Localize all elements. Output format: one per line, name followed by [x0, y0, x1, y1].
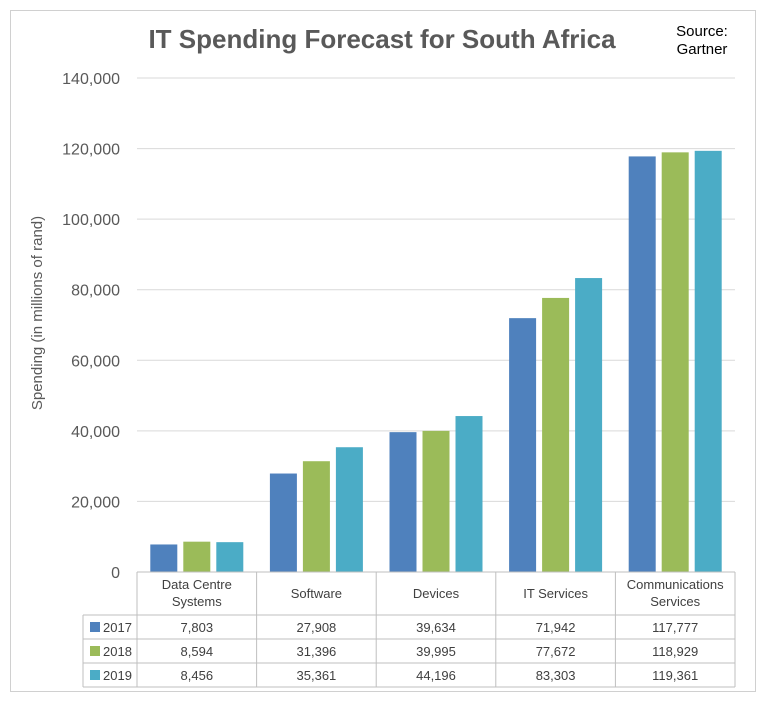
legend-label: 2017 — [103, 620, 132, 635]
bar-2017 — [150, 544, 178, 572]
chart-title: IT Spending Forecast for South Africa — [148, 24, 616, 54]
x-category-label: Software — [291, 586, 342, 601]
source-line: Gartner — [677, 41, 728, 58]
data-label: 118,929 — [652, 644, 698, 659]
data-label: 27,908 — [297, 620, 337, 635]
legend-swatch-2019 — [90, 670, 100, 680]
bar-2017 — [269, 473, 297, 572]
data-label: 35,361 — [297, 668, 337, 683]
y-tick-label: 0 — [111, 565, 120, 582]
y-tick-label: 120,000 — [62, 142, 120, 159]
y-axis-ticks: 0 20,000 40,000 60,000 80,000 100,000 120,000 1… — [62, 71, 120, 582]
data-label: 71,942 — [536, 620, 576, 635]
y-axis-label: Spending (in millions of rand) — [29, 216, 46, 410]
data-label: 8,594 — [181, 644, 214, 659]
x-category-label: Communications — [627, 577, 724, 592]
bar-2018 — [302, 461, 330, 572]
data-label: 119,361 — [652, 668, 698, 683]
data-label: 44,196 — [416, 668, 456, 683]
data-label: 117,777 — [652, 620, 698, 635]
source-line: Source: — [676, 23, 728, 40]
y-tick-label: 40,000 — [71, 424, 120, 441]
bars — [150, 150, 722, 573]
chart-source: Source: Gartner — [676, 23, 728, 58]
bar-2019 — [575, 278, 603, 572]
bar-2017 — [389, 432, 417, 572]
y-tick-label: 60,000 — [71, 353, 120, 370]
bar-2018 — [542, 297, 570, 572]
bar-2019 — [455, 416, 483, 572]
y-tick-label: 100,000 — [62, 212, 120, 229]
bar-2017 — [509, 318, 537, 572]
x-category-label: IT Services — [523, 586, 588, 601]
x-category-label: Data Centre — [162, 577, 232, 592]
x-category-label: Systems — [172, 594, 222, 609]
y-tick-label: 80,000 — [71, 283, 120, 300]
data-label: 39,634 — [416, 620, 456, 635]
data-table: Data Centre Systems Software Devices IT Serv… — [82, 571, 736, 688]
data-label: 77,672 — [536, 644, 576, 659]
legend-swatch-2018 — [90, 646, 100, 656]
legend-label: 2019 — [103, 668, 132, 683]
data-label: 39,995 — [416, 644, 456, 659]
bar-2018 — [422, 430, 450, 572]
bar-2019 — [694, 150, 722, 573]
bar-2018 — [661, 152, 689, 572]
bar-2019 — [216, 542, 244, 572]
legend-label: 2018 — [103, 644, 132, 659]
legend-swatch-2017 — [90, 622, 100, 632]
x-category-label: Devices — [413, 586, 460, 601]
data-label: 8,456 — [181, 668, 214, 683]
bar-2018 — [183, 541, 211, 572]
data-label: 83,303 — [536, 668, 576, 683]
x-category-label: Services — [650, 594, 700, 609]
data-label: 31,396 — [297, 644, 337, 659]
y-tick-label: 140,000 — [62, 71, 120, 88]
y-tick-label: 20,000 — [71, 494, 120, 511]
bar-2019 — [335, 447, 363, 572]
data-label: 7,803 — [181, 620, 214, 635]
bar-2017 — [628, 156, 656, 572]
